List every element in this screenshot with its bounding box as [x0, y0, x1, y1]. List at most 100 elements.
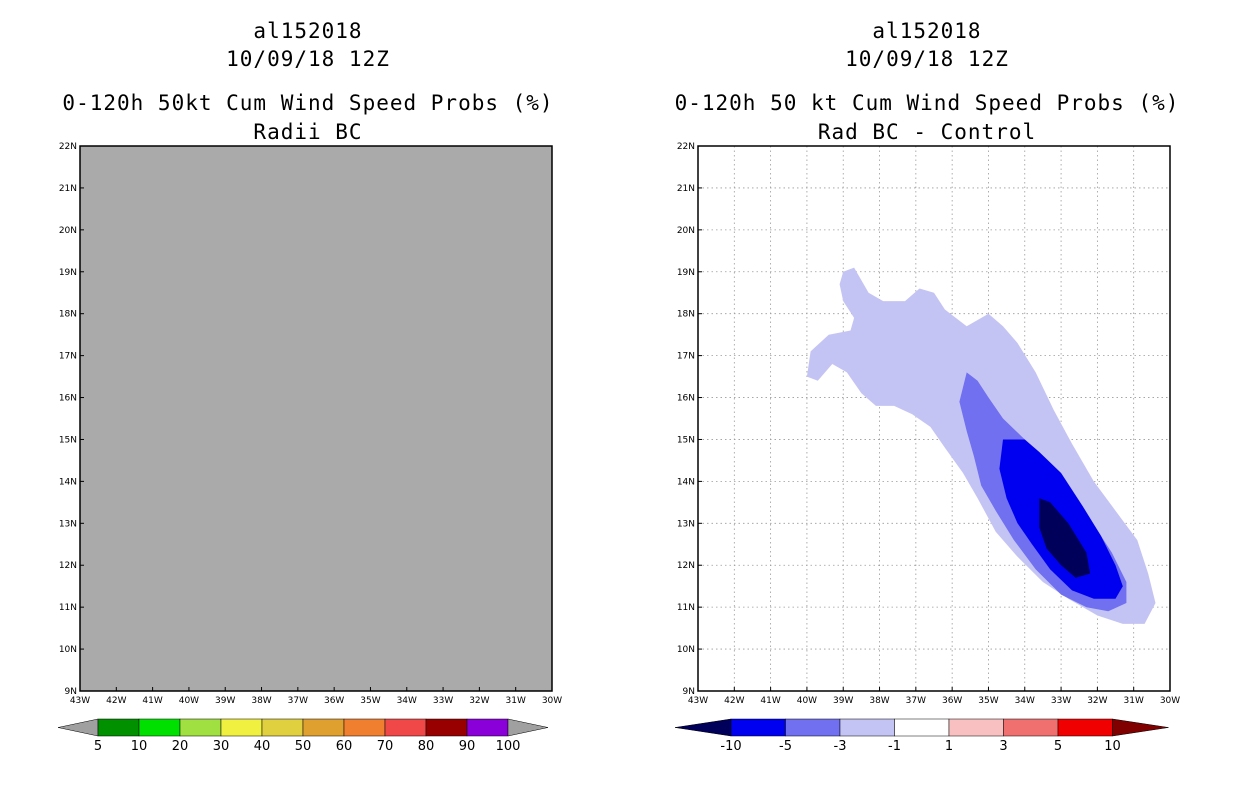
right-y-axis: 9N 10N 11N 12N 13N 14N 15N 16N 17N 18N 19N 20N 21N 22…	[677, 142, 702, 697]
left-x-tick-label: 30W	[542, 696, 562, 706]
right-x-tick-label: 33W	[1051, 696, 1071, 706]
right-y-tick-label: 17N	[677, 352, 695, 362]
right-x-tick-label: 41W	[760, 696, 780, 706]
right-x-tick-label: 34W	[1015, 696, 1035, 706]
left-y-tick-label: 12N	[59, 561, 77, 571]
right-colorbar-box	[1003, 718, 1059, 737]
right-colorbar: -10 -5 -3 -1 1 3 5 10	[674, 718, 1169, 754]
right-x-tick-label: 30W	[1160, 696, 1180, 706]
right-panel: al152018 10/09/18 12Z 0-120h 50 kt Cum W…	[675, 19, 1181, 754]
right-y-tick-label: 14N	[677, 477, 695, 487]
left-storm-id: al152018	[253, 19, 362, 43]
left-colorbar-label: 10	[131, 739, 148, 754]
right-x-axis: 43W 42W 41W 40W 39W 38W 37W 36W 35W 34W 33W 32W 31W 3…	[688, 687, 1180, 706]
left-colorbar-box	[220, 718, 263, 737]
right-colorbar-label: 10	[1104, 739, 1121, 754]
right-colorbar-label: -3	[834, 739, 847, 754]
right-date: 10/09/18 12Z	[845, 47, 1009, 71]
right-y-tick-label: 21N	[677, 184, 695, 194]
left-x-tick-label: 42W	[106, 696, 126, 706]
right-y-tick-label: 19N	[677, 268, 695, 278]
left-colorbar-label: 40	[254, 739, 271, 754]
right-colorbar-label: -1	[888, 739, 901, 754]
right-x-tick-label: 31W	[1124, 696, 1144, 706]
left-y-tick-label: 21N	[59, 184, 77, 194]
right-x-tick-label: 35W	[978, 696, 998, 706]
left-colorbar-label: 50	[295, 739, 312, 754]
right-y-tick-label: 13N	[677, 519, 695, 529]
right-y-tick-label: 10N	[677, 645, 695, 655]
right-y-tick-label: 22N	[677, 142, 695, 152]
left-missing-field	[80, 146, 552, 691]
right-colorbar-low-arrow	[674, 718, 732, 737]
left-x-tick-label: 31W	[506, 696, 526, 706]
right-x-tick-label: 39W	[833, 696, 853, 706]
left-y-tick-label: 15N	[59, 435, 77, 445]
left-x-tick-label: 36W	[324, 696, 344, 706]
right-storm-id: al152018	[872, 19, 981, 43]
left-x-tick-label: 32W	[469, 696, 489, 706]
left-y-tick-label: 22N	[59, 142, 77, 152]
left-y-tick-label: 17N	[59, 352, 77, 362]
right-y-tick-label: 18N	[677, 310, 695, 320]
right-x-tick-label: 40W	[797, 696, 817, 706]
right-x-tick-label: 32W	[1087, 696, 1107, 706]
left-colorbar-low-arrow	[57, 718, 99, 737]
right-contours	[806, 267, 1156, 624]
left-y-tick-label: 11N	[59, 603, 77, 613]
left-colorbar-box	[261, 718, 304, 737]
left-x-tick-label: 35W	[360, 696, 380, 706]
left-x-tick-label: 38W	[251, 696, 271, 706]
right-x-tick-label: 42W	[724, 696, 744, 706]
right-y-tick-label: 9N	[683, 687, 695, 697]
left-panel: al152018 10/09/18 12Z 0-120h 50kt Cum Wi…	[57, 19, 562, 754]
right-colorbar-box	[948, 718, 1004, 737]
right-x-tick-label: 43W	[688, 696, 708, 706]
right-colorbar-label: 3	[999, 739, 1007, 754]
left-colorbar-label: 90	[459, 739, 476, 754]
right-y-tick-label: 15N	[677, 435, 695, 445]
left-x-tick-label: 40W	[179, 696, 199, 706]
left-colorbar-box	[302, 718, 345, 737]
left-colorbar-label: 60	[336, 739, 353, 754]
right-y-tick-label: 12N	[677, 561, 695, 571]
right-plot-frame	[697, 145, 1171, 692]
left-colorbar-label: 20	[172, 739, 189, 754]
right-colorbar-label: -10	[720, 739, 741, 754]
left-y-tick-label: 19N	[59, 268, 77, 278]
left-colorbar-box	[466, 718, 509, 737]
left-colorbar-box	[425, 718, 468, 737]
right-colorbar-box	[1057, 718, 1113, 737]
right-x-tick-label: 36W	[942, 696, 962, 706]
right-x-tick-label: 38W	[869, 696, 889, 706]
right-colorbar-label: -5	[779, 739, 792, 754]
left-date: 10/09/18 12Z	[226, 47, 390, 71]
left-x-tick-label: 34W	[397, 696, 417, 706]
left-colorbar-label: 30	[213, 739, 230, 754]
left-chart-title: 0-120h 50kt Cum Wind Speed Probs (%)	[62, 91, 553, 115]
right-colorbar-label: 1	[945, 739, 953, 754]
left-colorbar-box	[343, 718, 386, 737]
right-y-tick-label: 11N	[677, 603, 695, 613]
right-y-tick-label: 20N	[677, 226, 695, 236]
left-y-tick-label: 16N	[59, 394, 77, 404]
left-y-tick-label: 18N	[59, 310, 77, 320]
left-x-tick-label: 41W	[142, 696, 162, 706]
left-x-tick-label: 37W	[288, 696, 308, 706]
left-colorbar-label: 100	[496, 739, 521, 754]
left-colorbar-box	[384, 718, 427, 737]
right-colorbar-box	[730, 718, 786, 737]
right-colorbar-label: 5	[1054, 739, 1062, 754]
right-colorbar-box	[839, 718, 895, 737]
right-colorbar-box	[894, 718, 950, 737]
left-y-tick-label: 20N	[59, 226, 77, 236]
left-x-axis: 43W 42W 41W 40W 39W 38W 37W 36W 35W 34W 33W 32W 31W 3…	[70, 687, 562, 706]
left-colorbar-box	[97, 718, 140, 737]
right-chart-subtitle: Rad BC - Control	[818, 120, 1036, 144]
left-y-tick-label: 14N	[59, 477, 77, 487]
left-x-tick-label: 43W	[70, 696, 90, 706]
left-y-tick-label: 9N	[65, 687, 77, 697]
right-contour-region	[1039, 498, 1091, 578]
right-gridlines	[698, 146, 1170, 691]
